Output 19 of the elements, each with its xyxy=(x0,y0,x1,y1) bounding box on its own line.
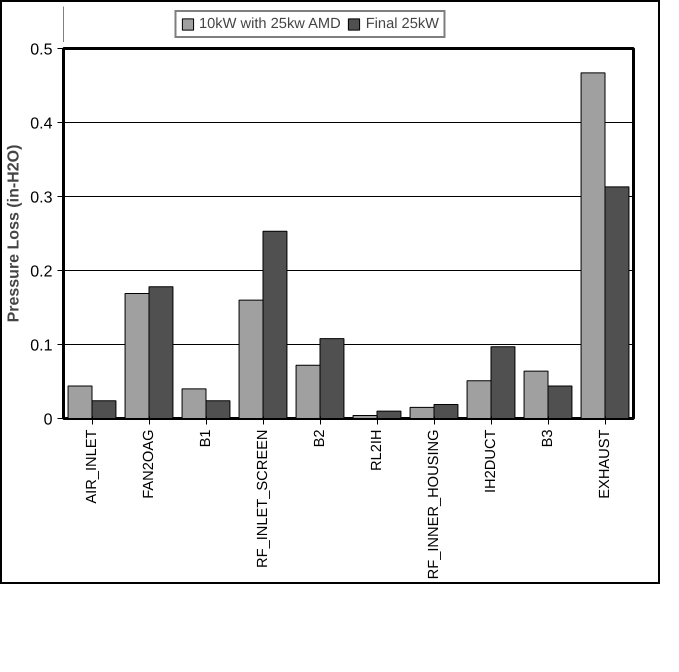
y-tick-label: 0.1 xyxy=(30,338,53,354)
x-tick-label: B1 xyxy=(198,429,214,448)
y-tick-label: 0.3 xyxy=(30,190,53,206)
x-tick-label: IH2DUCT xyxy=(483,429,499,494)
x-tick-label: AIR_INLET xyxy=(84,429,100,504)
x-tick-label: RF_INLET_SCREEN xyxy=(255,429,271,568)
y-tick-label: 0.2 xyxy=(30,264,53,280)
x-tick-label: FAN2OAG xyxy=(141,429,157,499)
y-tick-label: 0.5 xyxy=(30,42,53,58)
y-axis-title: Pressure Loss (in-H2O) xyxy=(5,144,22,322)
x-tick-label: B3 xyxy=(540,429,556,448)
legend-label: 10kW with 25kw AMD xyxy=(198,16,341,32)
legend-label: Final 25kW xyxy=(366,16,440,32)
x-tick-label: EXHAUST xyxy=(597,429,613,499)
y-tick-label: 0 xyxy=(44,412,53,428)
x-tick-label: RL2IH xyxy=(369,429,385,472)
y-tick-label: 0.4 xyxy=(30,116,53,132)
x-tick-label: RF_INNER_HOUSING xyxy=(426,429,442,580)
x-tick-label: B2 xyxy=(312,429,328,448)
